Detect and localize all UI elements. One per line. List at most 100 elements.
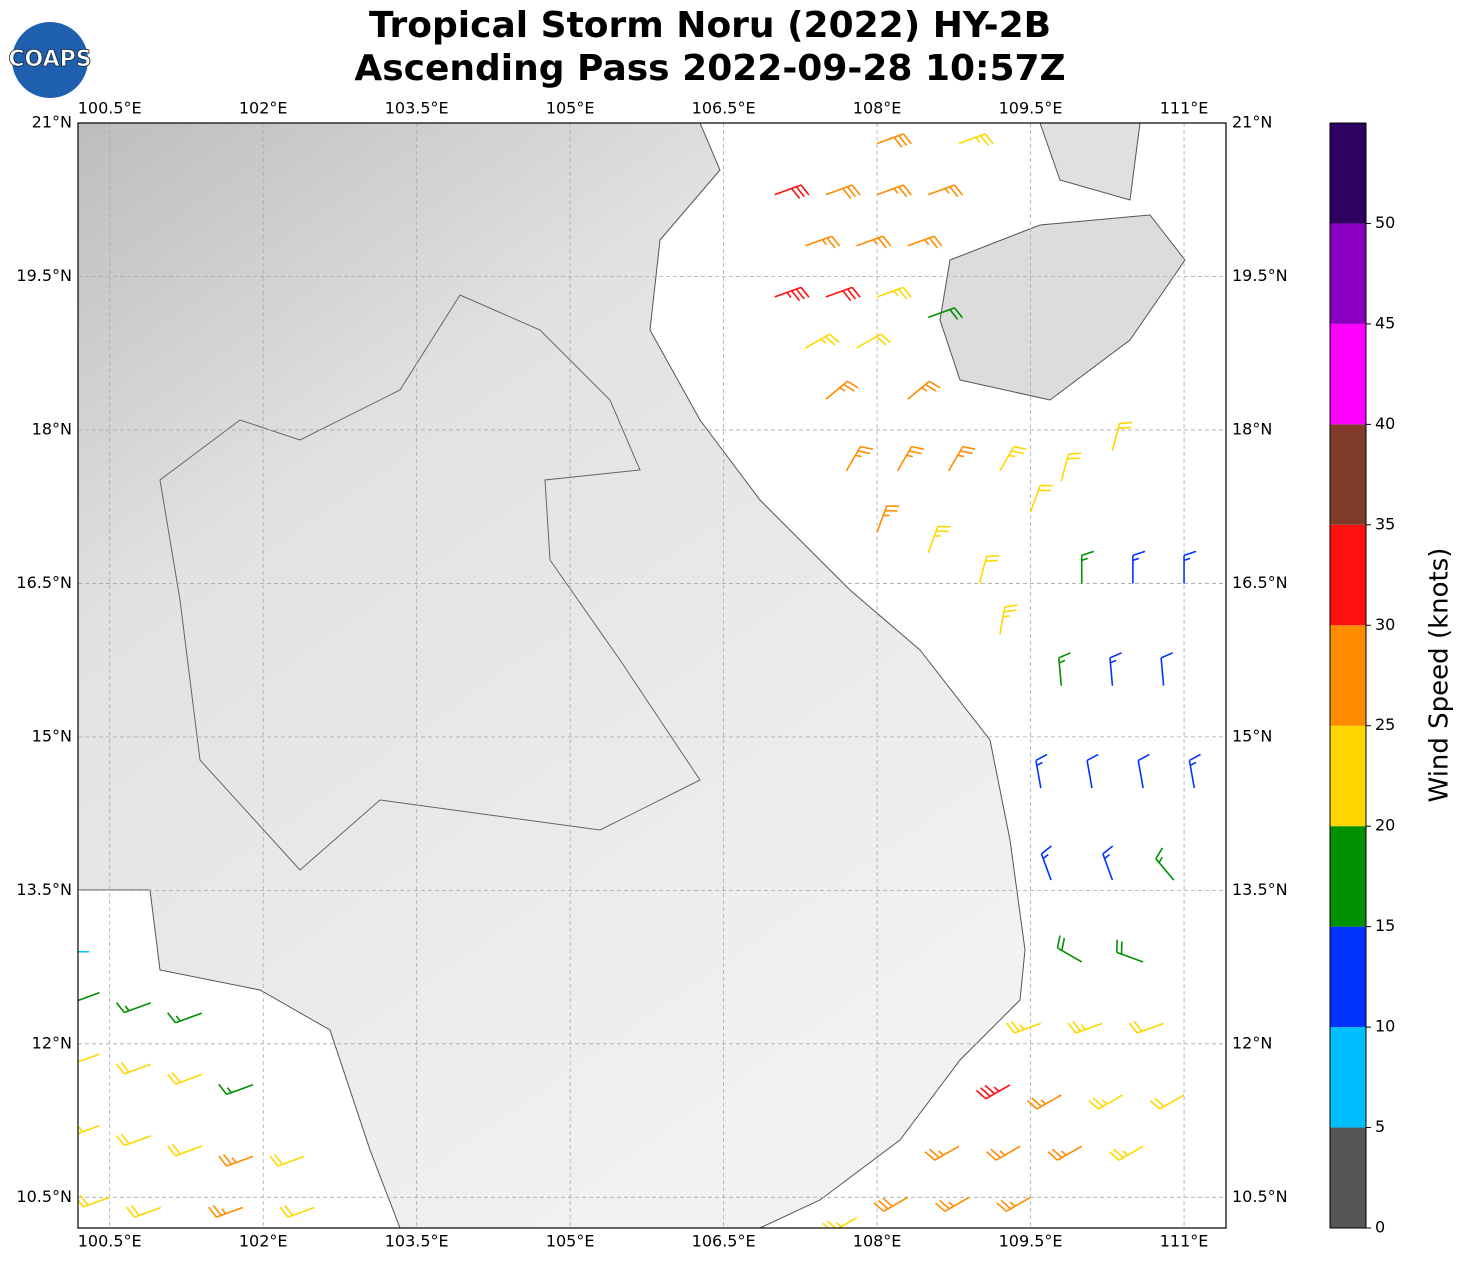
x-tick-label: 109.5°E (999, 99, 1063, 118)
wind-barb (856, 235, 892, 249)
y-tick-label: 19.5°N (1232, 266, 1288, 285)
island (939, 214, 1186, 401)
wind-barb (958, 133, 994, 147)
colorbar-segment (1330, 424, 1366, 525)
x-tick-label: 103.5°E (385, 1232, 449, 1251)
wind-barb (1128, 1020, 1164, 1034)
y-tick-label: 16.5°N (16, 573, 72, 592)
wind-barb (269, 1153, 305, 1167)
barbs (78, 133, 1201, 1228)
x-tick-label: 109.5°E (999, 1232, 1063, 1251)
wind-barb (927, 184, 964, 198)
wind-barb (986, 1145, 1021, 1161)
wind-barb (78, 1124, 100, 1135)
title-line: Ascending Pass 2022-09-28 10:57Z (354, 48, 1065, 89)
y-tick-label: 21°N (32, 113, 72, 132)
wind-barb (934, 1196, 970, 1213)
wind-barb (774, 286, 810, 302)
wind-barb (1108, 1145, 1144, 1161)
colorbar-segment (1330, 725, 1366, 827)
title-line: Tropical Storm Noru (2022) HY-2B (369, 5, 1051, 46)
colorbar-label: Wind Speed (knots) (1425, 548, 1455, 803)
wind-barb (825, 184, 861, 199)
wind-barb (1183, 550, 1197, 584)
wind-barb (207, 1205, 244, 1218)
wind-barb (999, 604, 1018, 635)
wind-barb (1188, 753, 1201, 789)
wind-barb (907, 235, 943, 249)
wind-barb (1080, 550, 1094, 584)
logo: COAPS (8, 22, 92, 98)
wind-barb (825, 286, 861, 302)
y-tick-label: 10.5°N (1232, 1187, 1288, 1206)
x-tick-label: 105°E (546, 1232, 595, 1251)
colorbar-tick-label: 25 (1375, 715, 1395, 734)
wind-barb (1060, 452, 1082, 482)
wind-barb (927, 525, 951, 553)
wind-barb (1132, 550, 1146, 584)
colorbar-frame (1329, 122, 1367, 1229)
y-tick-label: 16.5°N (1232, 573, 1288, 592)
colorbar-tick-label: 45 (1375, 313, 1395, 332)
wind-barb (78, 991, 100, 1002)
x-tick-label: 106.5°E (692, 99, 756, 118)
wind-barb (876, 133, 912, 148)
basemap (78, 123, 1226, 1228)
wind-barb (1111, 421, 1133, 451)
y-tick-label: 13.5°N (16, 880, 72, 899)
colorbar-segment (1330, 826, 1366, 927)
wind-barb (167, 1071, 203, 1085)
colorbar-segment (1330, 926, 1366, 1028)
wind-barb (825, 380, 859, 400)
logo-globe (12, 22, 88, 98)
colorbar-tick-label: 50 (1375, 213, 1395, 232)
colorbar-tick-label: 10 (1375, 1017, 1395, 1036)
colorbar-segment (1330, 1027, 1366, 1128)
peninsula (1039, 123, 1141, 201)
x-tick-label: 111°E (1160, 1232, 1209, 1251)
wind-barb (1160, 652, 1174, 686)
wind-barb (1056, 935, 1083, 963)
wind-barb (1137, 753, 1150, 789)
wind-barb (1149, 1094, 1185, 1110)
wind-barb (978, 554, 1000, 584)
x-tick-label: 100.5°E (78, 99, 142, 118)
y-tick-label: 12°N (1232, 1033, 1272, 1052)
wind-barb (1086, 753, 1099, 789)
wind-barb (907, 380, 941, 400)
x-tick-label: 103.5°E (385, 99, 449, 118)
colorbar-tick-label: 15 (1375, 916, 1395, 935)
wind-barb (218, 1153, 254, 1167)
wind-barb (1088, 1094, 1124, 1110)
wind-barb (927, 307, 964, 320)
wind-barb (279, 1205, 315, 1218)
wind-barb (78, 1053, 100, 1063)
wind-barb (876, 505, 900, 533)
wind-barb (1067, 1020, 1103, 1034)
wind-barb (774, 184, 810, 199)
colorbar-segment (1330, 524, 1366, 626)
colorbar-segment (1330, 223, 1366, 324)
y-tick-label: 13.5°N (1232, 880, 1288, 899)
colorbar-tick-label: 30 (1375, 615, 1395, 634)
x-tick-label: 111°E (1160, 99, 1209, 118)
wind-barb (948, 445, 976, 472)
colorbar-segment (1330, 323, 1366, 425)
x-tick-label: 108°E (853, 1232, 902, 1251)
wind-barb (1035, 753, 1048, 789)
colorbar-tick-label: 40 (1375, 414, 1395, 433)
x-tick-label: 100.5°E (78, 1232, 142, 1251)
wind-barb (1029, 484, 1053, 513)
land (78, 123, 1026, 1228)
colorbar-tick-label: 20 (1375, 816, 1395, 835)
colorbar-segment (1330, 625, 1366, 726)
y-tick-label: 12°N (32, 1033, 72, 1052)
wind-barb (115, 1002, 151, 1014)
wind-barb (1109, 652, 1122, 686)
wind-barb (167, 1143, 203, 1157)
wind-barb (975, 1084, 1011, 1100)
colorbar-tick-label: 5 (1375, 1117, 1385, 1136)
logo-text: COAPS (8, 47, 91, 72)
x-tick-label: 106.5°E (692, 1232, 756, 1251)
